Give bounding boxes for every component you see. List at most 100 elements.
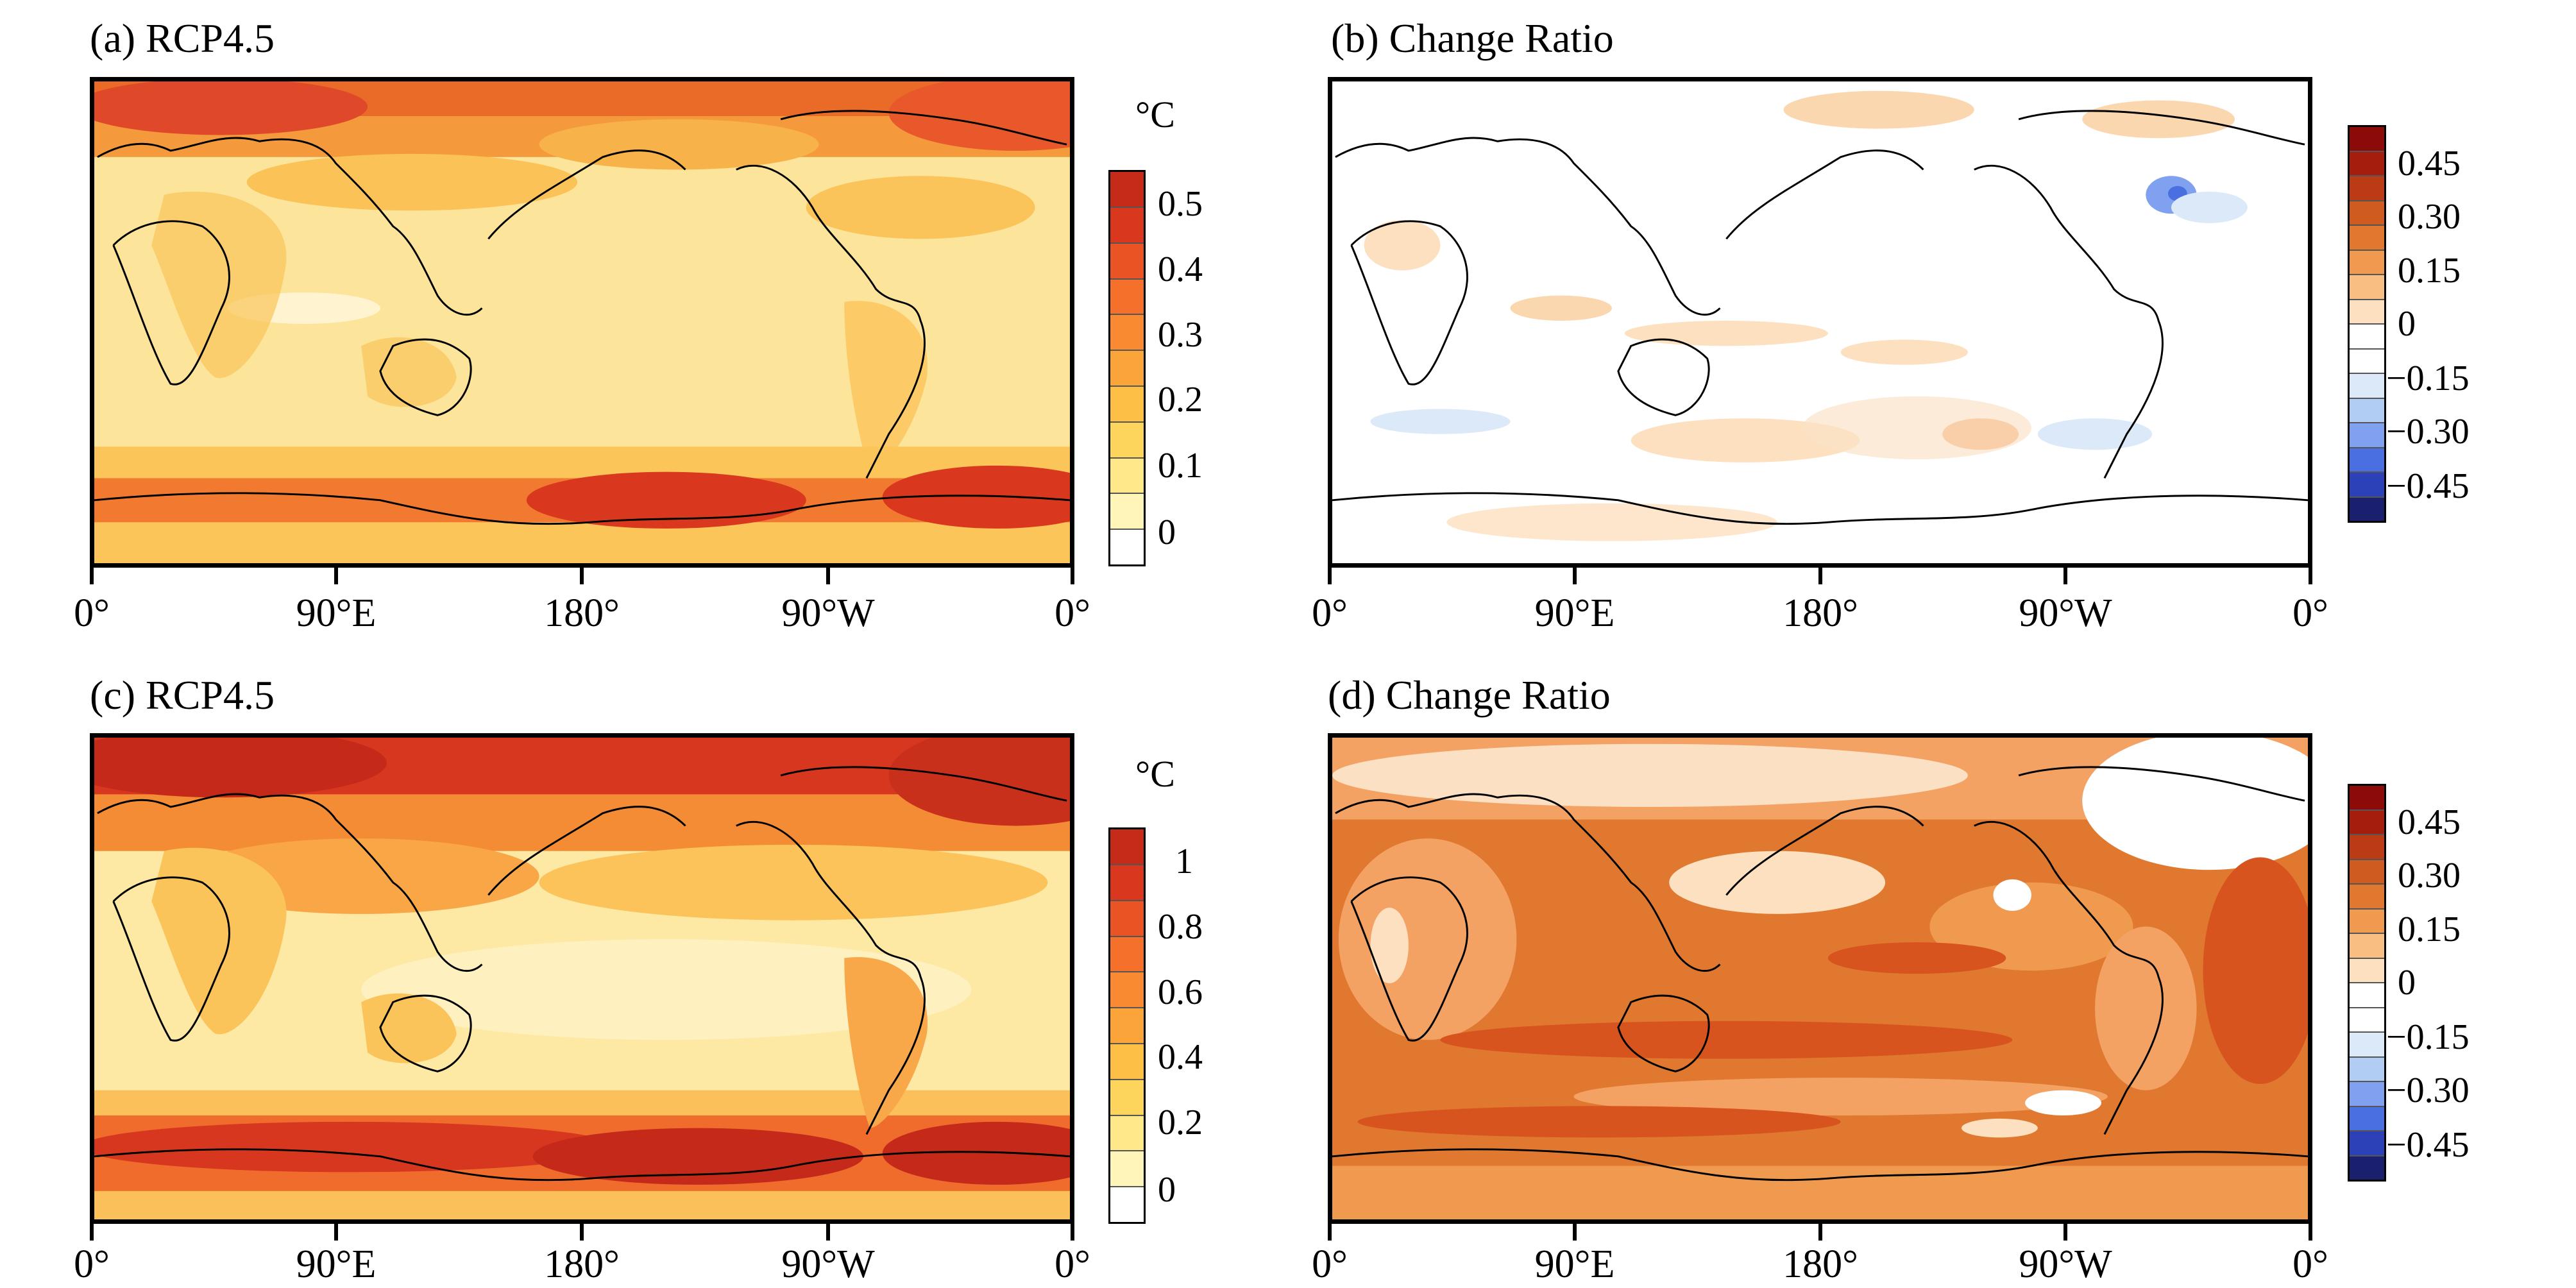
colorbar-segment [2350, 1130, 2384, 1155]
colorbar-segment [2350, 471, 2384, 496]
colorbar-segment [1110, 935, 1144, 972]
x-tick-label: 0° [1055, 1242, 1090, 1286]
coastlines [1332, 766, 2308, 1182]
panel-title: (b) Change Ratio [1331, 15, 1614, 61]
colorbar-segment [1110, 529, 1144, 564]
colorbar-segment [2350, 199, 2384, 225]
map-temperature-change [90, 77, 1074, 568]
coastlines [1332, 110, 2308, 525]
panel-title: (a) RCP4.5 [90, 15, 275, 61]
colorbar-segment [1110, 899, 1144, 936]
colorbar-segment [1110, 385, 1144, 421]
x-tick-mark [1328, 1224, 1332, 1241]
colorbar-label: 0.2 [1158, 1103, 1203, 1142]
x-tick-label: 180° [544, 1242, 620, 1286]
map-change-ratio [1328, 77, 2312, 568]
colorbar-segment [1110, 863, 1144, 900]
x-tick-mark [826, 1224, 830, 1241]
colorbar-segment [1110, 1042, 1144, 1079]
x-tick-label: 0° [2292, 1242, 2328, 1286]
colorbar-segment [2350, 834, 2384, 859]
colorbar-label: 0.3 [1158, 315, 1203, 355]
colorbar-segment [2350, 982, 2384, 1007]
colorbar-segment [2350, 1006, 2384, 1031]
colorbar-segment [2350, 1081, 2384, 1106]
colorbar-label: −0.30 [2386, 412, 2470, 452]
colorbar-label: 0.15 [2398, 910, 2461, 949]
colorbar-segment [1110, 242, 1144, 278]
colorbar-segment [1110, 493, 1144, 529]
colorbar-segment [2350, 908, 2384, 933]
colorbar-label: 0.5 [1158, 184, 1203, 224]
x-tick-mark [1328, 568, 1332, 584]
colorbar-label: −0.45 [2386, 466, 2470, 506]
map-field [94, 81, 1070, 563]
colorbar-segment [1110, 1078, 1144, 1115]
coastlines [94, 766, 1070, 1182]
coastlines [94, 110, 1070, 525]
colorbar-label: −0.30 [2386, 1071, 2470, 1110]
colorbar-unit: °C [1135, 94, 1175, 135]
map-change-ratio [1328, 733, 2312, 1224]
x-tick-label: 0° [74, 591, 110, 635]
colorbar-label: 0.30 [2398, 197, 2461, 237]
colorbar-segment [2350, 348, 2384, 373]
colorbar-segment [1110, 829, 1144, 864]
colorbar-segment [1110, 278, 1144, 314]
x-tick-label: 90°W [2019, 1242, 2112, 1286]
colorbar-segment [2350, 933, 2384, 958]
colorbar-label: 0.2 [1158, 380, 1203, 419]
colorbar-label: −0.15 [2386, 359, 2470, 398]
colorbar-segment [1110, 1150, 1144, 1187]
colorbar-segment [1110, 1007, 1144, 1043]
colorbar-label: 0.4 [1158, 250, 1203, 289]
panel-title: (c) RCP4.5 [90, 672, 275, 718]
x-tick-mark [90, 568, 94, 584]
map-field [94, 738, 1070, 1219]
colorbar-segment [2350, 809, 2384, 834]
x-tick-mark [1573, 1224, 1577, 1241]
colorbar-segment [2350, 1056, 2384, 1081]
x-tick-mark [1818, 568, 1822, 584]
colorbar-segment [2350, 249, 2384, 274]
colorbar-label: 0.4 [1158, 1037, 1203, 1077]
colorbar-segment [1110, 421, 1144, 457]
colorbar-segment [1110, 1186, 1144, 1222]
colorbar-segment [2350, 883, 2384, 908]
colorbar-label: 0.45 [2398, 144, 2461, 183]
colorbar-segment [2350, 127, 2384, 151]
x-tick-label: 90°W [2019, 591, 2112, 635]
colorbar-label: 0.8 [1158, 907, 1203, 947]
colorbar-label: 0 [2398, 963, 2416, 1003]
map-field [1332, 738, 2308, 1219]
colorbar-label: 0.45 [2398, 802, 2461, 842]
colorbar-segment [2350, 298, 2384, 323]
x-tick-mark [1071, 568, 1074, 584]
x-tick-label: 180° [1783, 591, 1858, 635]
colorbar-segment [2350, 373, 2384, 398]
x-tick-mark [580, 568, 584, 584]
colorbar [2348, 784, 2386, 1182]
x-tick-label: 180° [1783, 1242, 1858, 1286]
colorbar-segment [1110, 206, 1144, 242]
colorbar [1108, 170, 1146, 566]
x-tick-mark [2309, 568, 2312, 584]
x-tick-mark [580, 1224, 584, 1241]
x-tick-mark [334, 568, 338, 584]
map-field [1332, 81, 2308, 563]
colorbar-segment [2350, 150, 2384, 175]
colorbar-segment [2350, 225, 2384, 250]
colorbar [1108, 827, 1146, 1224]
x-tick-mark [1573, 568, 1577, 584]
colorbar-label: 0.15 [2398, 251, 2461, 291]
colorbar-segment [1110, 1114, 1144, 1151]
map-temperature-change [90, 733, 1074, 1224]
colorbar-label: 0.30 [2398, 856, 2461, 895]
colorbar-segment [2350, 397, 2384, 422]
colorbar-segment [2350, 1105, 2384, 1130]
colorbar-segment [2350, 446, 2384, 471]
colorbar-segment [2350, 274, 2384, 299]
x-tick-mark [2309, 1224, 2312, 1241]
x-tick-mark [2063, 568, 2067, 584]
colorbar-label: −0.45 [2386, 1125, 2470, 1165]
